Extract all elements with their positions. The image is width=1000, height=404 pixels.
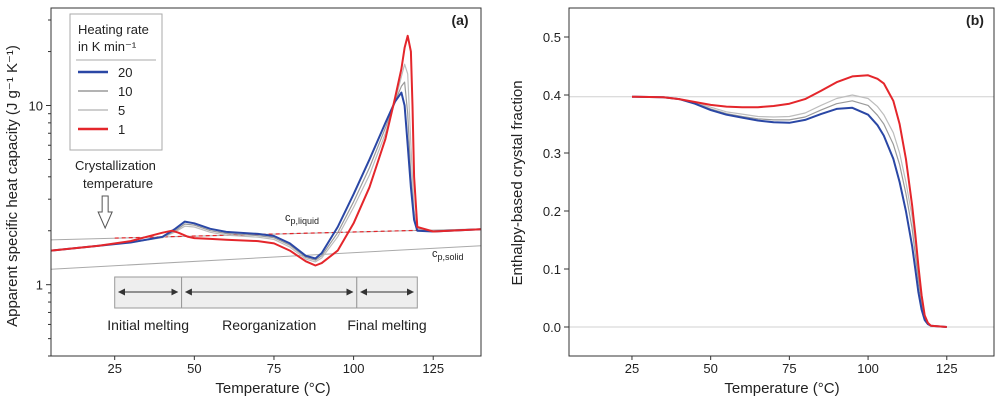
b-reference-lines	[569, 96, 994, 328]
y-tick-label: 0.1	[543, 262, 561, 277]
panel-a: Initial melting Reorganization Final melti…	[4, 7, 482, 397]
legend-label: 20	[118, 65, 132, 80]
x-tick-label: 125	[422, 361, 444, 376]
b-plot-frame	[568, 7, 995, 357]
y-tick-label: 0.3	[543, 146, 561, 161]
series-line-1	[631, 74, 947, 328]
x-tick-label: 100	[343, 361, 365, 376]
x-tick-label: 125	[936, 361, 958, 376]
x-tick-label: 75	[267, 361, 281, 376]
y-tick-label: 0.2	[543, 204, 561, 219]
cp-liquid-label: cp,liquid	[285, 212, 319, 226]
b-x-ticks: 25 50 75 100 125	[625, 356, 958, 376]
a-x-ticks: 25 50 75 100 125	[107, 356, 444, 376]
x-tick-label: 50	[703, 361, 717, 376]
baseline-cp-solid	[50, 245, 482, 270]
a-series-lines	[50, 34, 482, 267]
y-tick-label: 10	[29, 98, 43, 113]
a-legend-title-2: in K min⁻¹	[78, 39, 137, 54]
series-line-20	[631, 95, 947, 328]
region-label: Final melting	[347, 317, 426, 333]
a-legend-entries: 20 10 5 1	[78, 65, 132, 137]
series-line-5	[631, 94, 947, 328]
crystallization-arrow-icon	[97, 195, 113, 230]
series-line-20	[50, 91, 482, 260]
region-label: Reorganization	[222, 317, 316, 333]
cp-solid-label: cp,solid	[432, 248, 464, 262]
series-line-5	[50, 63, 482, 263]
x-tick-label: 50	[187, 361, 201, 376]
series-line-10	[631, 96, 947, 328]
a-x-axis-label: Temperature (°C)	[215, 380, 330, 397]
b-x-axis-label: Temperature (°C)	[724, 380, 839, 397]
crystallization-text-1: Crystallization	[75, 158, 156, 173]
a-y-ticks: 1 10	[29, 19, 51, 357]
legend-label: 1	[118, 122, 125, 137]
x-tick-label: 25	[625, 361, 639, 376]
a-plot-frame	[50, 7, 482, 357]
b-y-ticks: 0.0 0.1 0.2 0.3 0.4 0.5	[543, 30, 569, 335]
series-line-1	[50, 34, 482, 267]
a-panel-label: (a)	[451, 12, 468, 28]
panel-b: 25 50 75 100 125 0.0 0.1 0.2 0.3 0.4 0.5 (b) Temp…	[509, 7, 995, 397]
b-series-lines	[631, 74, 947, 328]
x-tick-label: 25	[107, 361, 121, 376]
crystallization-text-2: temperature	[83, 176, 153, 191]
crystallization-annotation: Crystallization temperature	[75, 158, 156, 230]
y-tick-label: 0.4	[543, 88, 561, 103]
x-tick-label: 100	[857, 361, 879, 376]
y-tick-label: 1	[36, 278, 43, 293]
y-tick-label: 0.0	[543, 320, 561, 335]
b-y-axis-label: Enthalpy-based crystal fraction	[509, 80, 526, 285]
b-panel-label: (b)	[966, 12, 984, 28]
legend-label: 5	[118, 103, 125, 118]
x-tick-label: 75	[782, 361, 796, 376]
region-label: Initial melting	[107, 317, 189, 333]
a-legend-title-1: Heating rate	[78, 22, 149, 37]
region-boxes: Initial melting Reorganization Final melti…	[107, 276, 427, 333]
a-legend-box	[69, 13, 163, 151]
a-y-axis-label: Apparent specific heat capacity (J g⁻¹ K…	[4, 45, 21, 327]
y-tick-label: 0.5	[543, 30, 561, 45]
legend-label: 10	[118, 84, 132, 99]
a-legend: Heating rate in K min⁻¹ 20 10 5 1	[69, 13, 163, 151]
